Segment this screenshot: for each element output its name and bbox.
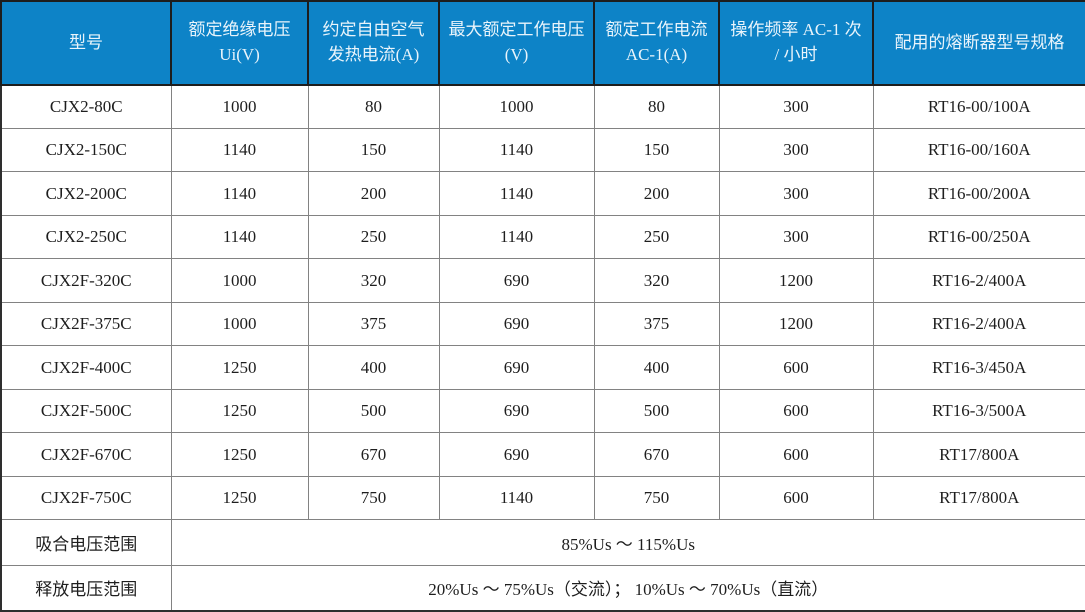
table-row: CJX2F-670C 1250 670 690 670 600 RT17/800A xyxy=(0,432,1085,477)
model-cell: CJX2-80C xyxy=(0,84,172,129)
value-cell: 1140 xyxy=(170,127,309,173)
model-cell: CJX2-250C xyxy=(0,214,172,260)
model-cell: CJX2F-400C xyxy=(0,345,172,390)
table-row: CJX2F-320C 1000 320 690 320 1200 RT16-2/400A xyxy=(0,258,1085,303)
value-cell: 500 xyxy=(593,388,720,434)
value-cell: 1200 xyxy=(718,258,874,303)
value-cell: 1200 xyxy=(718,301,874,347)
model-cell: CJX2F-500C xyxy=(0,388,172,434)
value-cell: RT16-3/500A xyxy=(872,388,1085,434)
table-row: CJX2F-750C 1250 750 1140 750 600 RT17/800A xyxy=(0,475,1085,521)
footer-row: 释放电压范围 20%Us ～ 75%Us（交流）； 10%Us ～ 70%Us（直… xyxy=(0,564,1085,612)
column-header: 约定自由空气发热电流(A) xyxy=(307,0,440,86)
value-cell: 1250 xyxy=(170,432,309,477)
value-cell: 1250 xyxy=(170,475,309,521)
model-cell: CJX2-150C xyxy=(0,127,172,173)
value-cell: 1140 xyxy=(170,171,309,216)
value-cell: RT17/800A xyxy=(872,432,1085,477)
table-row: CJX2-80C 1000 80 1000 80 300 RT16-00/100A xyxy=(0,84,1085,129)
value-cell: 320 xyxy=(593,258,720,303)
value-cell: 690 xyxy=(438,258,595,303)
table-row: CJX2F-500C 1250 500 690 500 600 RT16-3/500A xyxy=(0,388,1085,434)
value-cell: 375 xyxy=(307,301,440,347)
value-cell: 690 xyxy=(438,301,595,347)
value-cell: 150 xyxy=(593,127,720,173)
value-cell: 670 xyxy=(307,432,440,477)
value-cell: 80 xyxy=(593,84,720,129)
value-cell: RT16-2/400A xyxy=(872,258,1085,303)
footer-row-label: 释放电压范围 xyxy=(0,564,172,612)
value-cell: 375 xyxy=(593,301,720,347)
value-cell: 150 xyxy=(307,127,440,173)
model-cell: CJX2F-375C xyxy=(0,301,172,347)
value-cell: 1000 xyxy=(170,84,309,129)
footer-row-label: 吸合电压范围 xyxy=(0,519,172,566)
model-cell: CJX2F-670C xyxy=(0,432,172,477)
column-header: 型号 xyxy=(0,0,172,86)
footer-row-value: 85%Us ～ 115%Us xyxy=(170,519,1085,566)
value-cell: 200 xyxy=(307,171,440,216)
column-header: 操作频率 AC-1 次 / 小时 xyxy=(718,0,874,86)
model-cell: CJX2-200C xyxy=(0,171,172,216)
value-cell: 400 xyxy=(593,345,720,390)
value-cell: 320 xyxy=(307,258,440,303)
value-cell: 1250 xyxy=(170,345,309,390)
value-cell: 300 xyxy=(718,84,874,129)
value-cell: 300 xyxy=(718,171,874,216)
value-cell: 670 xyxy=(593,432,720,477)
value-cell: 300 xyxy=(718,127,874,173)
value-cell: RT16-00/200A xyxy=(872,171,1085,216)
column-header: 额定工作电流 AC-1(A) xyxy=(593,0,720,86)
value-cell: 600 xyxy=(718,345,874,390)
column-header: 配用的熔断器型号规格 xyxy=(872,0,1085,86)
value-cell: RT17/800A xyxy=(872,475,1085,521)
value-cell: 250 xyxy=(307,214,440,260)
value-cell: 690 xyxy=(438,345,595,390)
value-cell: RT16-2/400A xyxy=(872,301,1085,347)
value-cell: 600 xyxy=(718,432,874,477)
footer-row-value: 20%Us ～ 75%Us（交流）； 10%Us ～ 70%Us（直流） xyxy=(170,564,1085,612)
value-cell: RT16-3/450A xyxy=(872,345,1085,390)
value-cell: 690 xyxy=(438,388,595,434)
value-cell: 250 xyxy=(593,214,720,260)
value-cell: 600 xyxy=(718,475,874,521)
model-cell: CJX2F-750C xyxy=(0,475,172,521)
value-cell: 400 xyxy=(307,345,440,390)
model-cell: CJX2F-320C xyxy=(0,258,172,303)
table-row: CJX2-200C 1140 200 1140 200 300 RT16-00/200A xyxy=(0,171,1085,216)
value-cell: RT16-00/100A xyxy=(872,84,1085,129)
value-cell: 690 xyxy=(438,432,595,477)
table-header-row: 型号 额定绝缘电压 Ui(V) 约定自由空气发热电流(A) 最大额定工作电压(V) 额定… xyxy=(0,0,1085,86)
value-cell: 1140 xyxy=(170,214,309,260)
value-cell: RT16-00/250A xyxy=(872,214,1085,260)
value-cell: 600 xyxy=(718,388,874,434)
table-row: CJX2F-400C 1250 400 690 400 600 RT16-3/450A xyxy=(0,345,1085,390)
value-cell: RT16-00/160A xyxy=(872,127,1085,173)
value-cell: 1140 xyxy=(438,475,595,521)
table-row: CJX2-150C 1140 150 1140 150 300 RT16-00/160A xyxy=(0,127,1085,173)
value-cell: 500 xyxy=(307,388,440,434)
value-cell: 1000 xyxy=(170,301,309,347)
column-header: 额定绝缘电压 Ui(V) xyxy=(170,0,309,86)
column-header: 最大额定工作电压(V) xyxy=(438,0,595,86)
value-cell: 300 xyxy=(718,214,874,260)
value-cell: 750 xyxy=(593,475,720,521)
value-cell: 1250 xyxy=(170,388,309,434)
value-cell: 1140 xyxy=(438,127,595,173)
value-cell: 1140 xyxy=(438,171,595,216)
value-cell: 80 xyxy=(307,84,440,129)
value-cell: 1140 xyxy=(438,214,595,260)
table-row: CJX2F-375C 1000 375 690 375 1200 RT16-2/400A xyxy=(0,301,1085,347)
value-cell: 1000 xyxy=(438,84,595,129)
footer-row: 吸合电压范围 85%Us ～ 115%Us xyxy=(0,519,1085,566)
value-cell: 200 xyxy=(593,171,720,216)
value-cell: 1000 xyxy=(170,258,309,303)
table-row: CJX2-250C 1140 250 1140 250 300 RT16-00/250A xyxy=(0,214,1085,260)
value-cell: 750 xyxy=(307,475,440,521)
